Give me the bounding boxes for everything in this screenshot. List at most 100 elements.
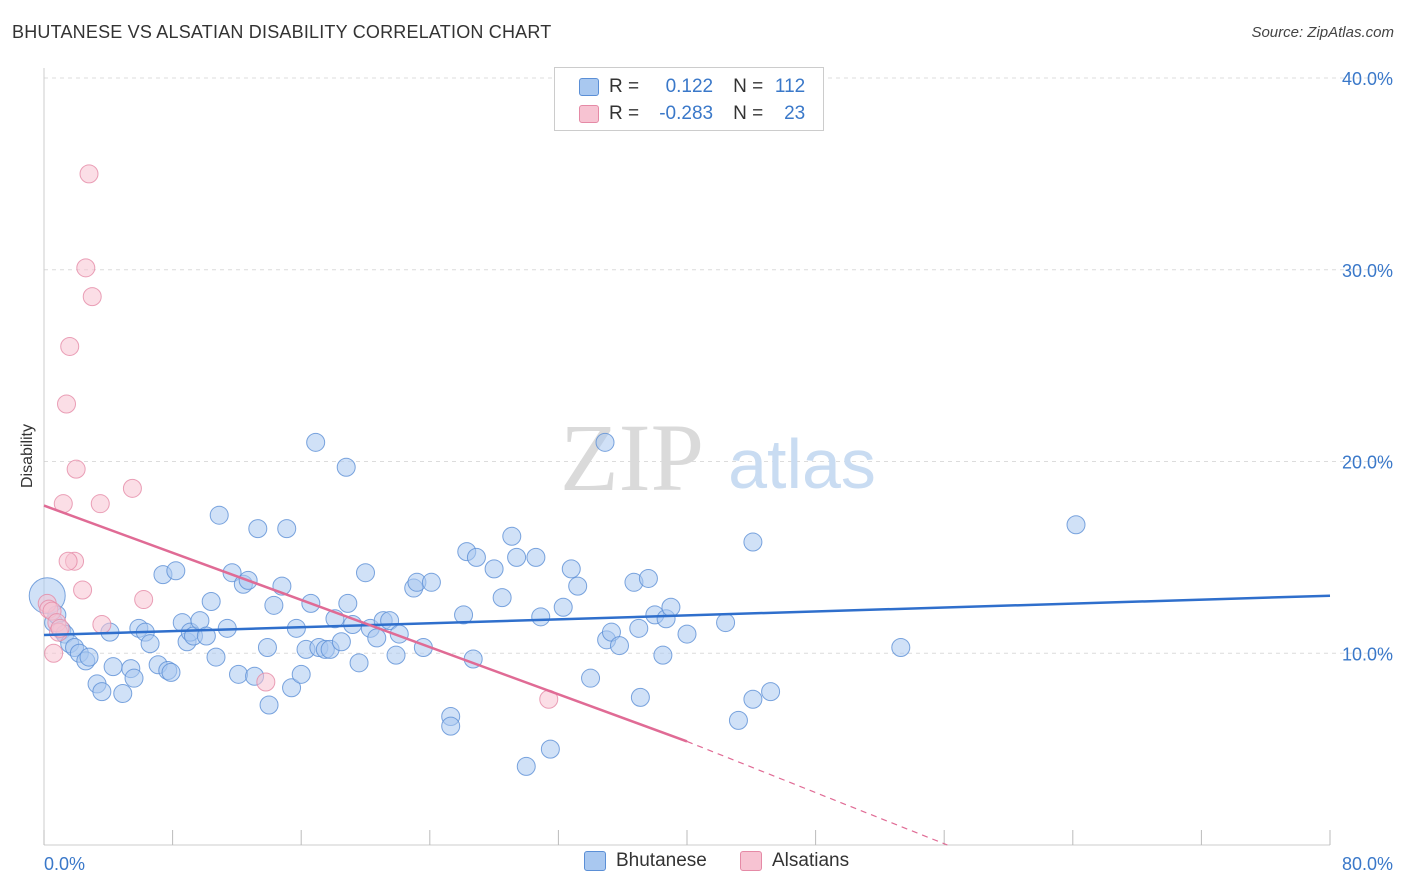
data-point <box>124 668 144 688</box>
data-point <box>553 597 573 617</box>
y-tick-label: 30.0% <box>1342 261 1393 281</box>
data-point <box>336 457 356 477</box>
data-point <box>677 624 697 644</box>
data-point <box>891 637 911 657</box>
legend-swatch-alsatians <box>740 851 762 871</box>
data-point <box>122 478 142 498</box>
data-point <box>248 519 268 539</box>
data-point <box>484 559 504 579</box>
data-point <box>79 647 99 667</box>
watermark-atlas: atlas <box>728 425 876 503</box>
data-point <box>716 613 736 633</box>
legend-n-value: 23 <box>784 103 806 124</box>
data-point <box>331 632 351 652</box>
legend-r-label: R = <box>609 103 640 124</box>
data-point <box>134 590 154 610</box>
legend-swatch-alsatians <box>579 105 599 123</box>
data-point <box>502 526 522 546</box>
data-point <box>264 595 284 615</box>
legend-row-bhutanese: R = 0.122 N = 112 <box>579 75 805 99</box>
data-point <box>73 580 93 600</box>
legend-r-value: -0.283 <box>659 103 714 124</box>
data-point <box>257 637 277 657</box>
y-tick-label: 10.0% <box>1342 644 1393 664</box>
data-point <box>516 756 536 776</box>
data-point <box>466 547 486 567</box>
data-point <box>282 678 302 698</box>
data-point <box>201 591 221 611</box>
data-point <box>653 645 673 665</box>
trend-line <box>43 504 688 743</box>
data-point <box>44 643 64 663</box>
legend-swatch-bhutanese <box>579 78 599 96</box>
y-tick-label: 20.0% <box>1342 453 1393 473</box>
data-point <box>103 657 123 677</box>
data-point <box>66 459 86 479</box>
data-point <box>82 287 102 307</box>
data-point <box>92 682 112 702</box>
data-point <box>367 628 387 648</box>
data-point <box>57 394 77 414</box>
data-point <box>92 614 112 634</box>
legend-n-label: N = <box>733 103 764 124</box>
series-legend: Bhutanese Alsatians <box>0 850 1406 878</box>
data-point <box>581 668 601 688</box>
data-point <box>743 689 763 709</box>
data-point <box>568 576 588 596</box>
data-point <box>441 716 461 736</box>
correlation-legend: R = 0.122 N = 112 R = -0.283 N = 23 <box>554 67 824 131</box>
data-point <box>638 568 658 588</box>
data-point <box>743 532 763 552</box>
data-point <box>291 664 311 684</box>
legend-r-value: 0.122 <box>665 76 714 97</box>
data-point <box>526 547 546 567</box>
data-point <box>113 684 133 704</box>
legend-item-bhutanese: Bhutanese <box>584 850 707 872</box>
watermark-zip: ZIP <box>560 404 704 511</box>
data-point <box>161 662 181 682</box>
data-point <box>761 682 781 702</box>
legend-n-label: N = <box>733 76 764 97</box>
watermark: ZIP atlas <box>560 404 876 511</box>
data-point <box>609 636 629 656</box>
data-point <box>259 695 279 715</box>
trend-line-extension <box>686 740 948 846</box>
source-label: Source: ZipAtlas.com <box>1251 24 1394 41</box>
data-point <box>206 647 226 667</box>
series-alsatians <box>37 164 559 709</box>
data-point <box>356 563 375 583</box>
data-point <box>306 432 326 452</box>
data-point <box>209 505 229 525</box>
data-point <box>421 572 441 592</box>
data-point <box>229 664 249 684</box>
data-point <box>60 336 80 356</box>
legend-item-alsatians: Alsatians <box>740 850 849 872</box>
axes <box>43 68 1331 846</box>
data-point <box>76 258 96 278</box>
data-point <box>728 710 748 730</box>
data-point <box>595 432 615 452</box>
legend-r-label: R = <box>609 76 640 97</box>
legend-label-bhutanese: Bhutanese <box>616 850 707 871</box>
x-tick-label: 80.0% <box>1342 854 1393 874</box>
y-tick-label: 40.0% <box>1342 69 1393 89</box>
data-point <box>90 494 110 514</box>
x-tick-label: 0.0% <box>44 854 85 874</box>
data-point <box>349 653 369 673</box>
data-point <box>540 739 560 759</box>
legend-label-alsatians: Alsatians <box>772 850 850 871</box>
data-point <box>630 687 650 707</box>
data-point <box>338 593 358 613</box>
data-point <box>166 561 186 581</box>
legend-n-value: 112 <box>774 76 806 97</box>
grid-lines <box>44 77 1394 654</box>
data-point <box>196 626 216 646</box>
data-point <box>50 618 70 638</box>
data-point <box>561 559 581 579</box>
series-bhutanese <box>28 432 1086 776</box>
data-point <box>79 164 99 184</box>
data-point <box>661 597 681 617</box>
data-point <box>492 588 512 608</box>
data-point <box>256 672 276 692</box>
